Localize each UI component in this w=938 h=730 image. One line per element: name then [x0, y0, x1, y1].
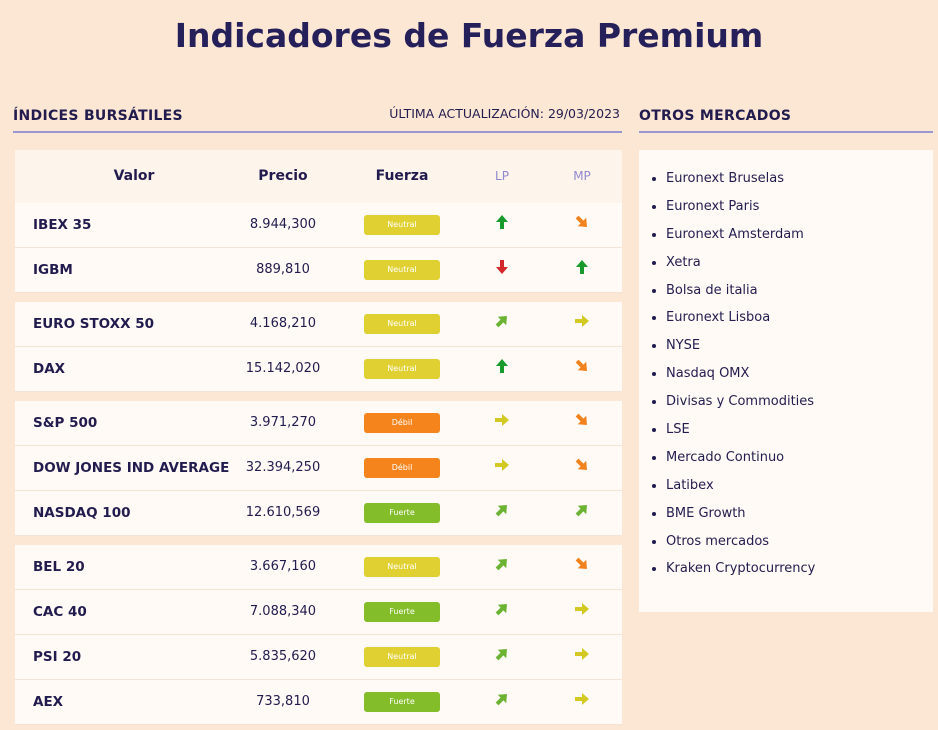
market-link: Nasdaq OMX — [666, 366, 933, 394]
market-link: Euronext Bruselas — [666, 171, 933, 199]
trend-arrow — [575, 458, 587, 470]
strength-badge: Neutral — [364, 647, 440, 667]
table-row: BEL 20 3.667,160 Neutral — [15, 545, 622, 590]
market-link: Bolsa de italia — [666, 283, 933, 311]
index-name: EURO STOXX 50 — [33, 316, 154, 332]
index-name: CAC 40 — [33, 604, 87, 620]
trend-arrow — [495, 559, 507, 571]
table-row: AEX 733,810 Fuerte — [15, 680, 622, 725]
markets-list: Euronext BruselasEuronext ParisEuronext … — [639, 150, 933, 589]
table-row: EURO STOXX 50 4.168,210 Neutral — [15, 302, 622, 347]
trend-arrow — [495, 505, 507, 517]
price: 7.088,340 — [249, 604, 317, 619]
trend-arrow — [575, 603, 589, 615]
price: 12.610,569 — [245, 505, 321, 520]
market-link: NYSE — [666, 338, 933, 366]
price: 3.667,160 — [249, 559, 317, 574]
trend-arrow — [496, 359, 508, 373]
price: 32.394,250 — [245, 460, 321, 475]
market-link: Xetra — [666, 255, 933, 283]
index-name: PSI 20 — [33, 649, 82, 665]
strength-badge: Neutral — [364, 260, 440, 280]
index-name: NASDAQ 100 — [33, 505, 131, 521]
table-row: S&P 500 3.971,270 Débil — [15, 401, 622, 446]
trend-arrow — [495, 316, 507, 328]
table-row: PSI 20 5.835,620 Neutral — [15, 635, 622, 680]
index-name: IBEX 35 — [33, 217, 92, 233]
market-link: Divisas y Commodities — [666, 394, 933, 422]
price: 3.971,270 — [249, 415, 317, 430]
price: 4.168,210 — [249, 316, 317, 331]
price: 733,810 — [256, 694, 310, 709]
trend-arrow — [575, 359, 587, 371]
trend-arrow — [495, 604, 507, 616]
price: 5.835,620 — [249, 649, 317, 664]
strength-badge: Neutral — [364, 215, 440, 235]
market-link: Kraken Cryptocurrency — [666, 561, 933, 589]
strength-badge: Fuerte — [364, 602, 440, 622]
trend-arrow — [575, 505, 587, 517]
strength-badge: Neutral — [364, 314, 440, 334]
index-name: IGBM — [33, 262, 73, 278]
trend-arrow — [575, 557, 587, 569]
trend-arrow — [576, 260, 588, 274]
market-link: LSE — [666, 422, 933, 450]
strength-badge: Neutral — [364, 359, 440, 379]
column-header: MP — [573, 169, 591, 183]
trend-arrow — [575, 315, 589, 327]
column-header: LP — [495, 169, 509, 183]
index-name: BEL 20 — [33, 559, 85, 575]
table-row: IGBM 889,810 Neutral — [15, 248, 622, 293]
table-row: DAX 15.142,020 Neutral — [15, 347, 622, 392]
market-link: Euronext Lisboa — [666, 310, 933, 338]
strength-badge: Fuerte — [364, 692, 440, 712]
price: 8.944,300 — [249, 217, 317, 232]
market-link: Euronext Amsterdam — [666, 227, 933, 255]
section-heading: ÍNDICES BURSÁTILES — [13, 108, 183, 124]
divider — [639, 131, 933, 133]
divider — [13, 131, 622, 133]
market-link: Mercado Continuo — [666, 450, 933, 478]
strength-badge: Neutral — [364, 557, 440, 577]
price: 889,810 — [256, 262, 310, 277]
trend-arrow — [495, 459, 509, 471]
table-header: Valor Precio Fuerza LP MP — [15, 150, 622, 203]
page-title: Indicadores de Fuerza Premium — [174, 16, 764, 55]
trend-arrow — [495, 414, 509, 426]
table-row: DOW JONES IND AVERAGE 32.394,250 Débil — [15, 446, 622, 491]
table-row: NASDAQ 100 12.610,569 Fuerte — [15, 491, 622, 536]
markets-panel: Euronext BruselasEuronext ParisEuronext … — [639, 150, 933, 612]
market-link: BME Growth — [666, 506, 933, 534]
market-link: Latibex — [666, 478, 933, 506]
index-name: S&P 500 — [33, 415, 98, 431]
trend-arrow — [575, 693, 589, 705]
trend-arrow — [575, 413, 587, 425]
trend-arrow — [496, 260, 508, 274]
market-link: Euronext Paris — [666, 199, 933, 227]
trend-arrow — [495, 694, 507, 706]
trend-arrow — [575, 648, 589, 660]
table-row: IBEX 35 8.944,300 Neutral — [15, 203, 622, 248]
trend-arrow — [495, 649, 507, 661]
section-heading: OTROS MERCADOS — [639, 108, 792, 124]
table-row: CAC 40 7.088,340 Fuerte — [15, 590, 622, 635]
trend-arrow — [575, 215, 587, 227]
strength-badge: Débil — [364, 413, 440, 433]
strength-badge: Fuerte — [364, 503, 440, 523]
trend-arrow — [496, 215, 508, 229]
updated: ÚLTIMA ACTUALIZACIÓN: 29/03/2023 — [389, 106, 620, 121]
column-header: Precio — [258, 168, 308, 184]
market-link: Otros mercados — [666, 534, 933, 562]
index-name: AEX — [33, 694, 64, 710]
index-name: DAX — [33, 361, 66, 377]
column-header: Valor — [113, 168, 155, 184]
column-header: Fuerza — [375, 168, 429, 184]
price: 15.142,020 — [245, 361, 321, 376]
strength-badge: Débil — [364, 458, 440, 478]
index-name: DOW JONES IND AVERAGE — [33, 460, 230, 476]
